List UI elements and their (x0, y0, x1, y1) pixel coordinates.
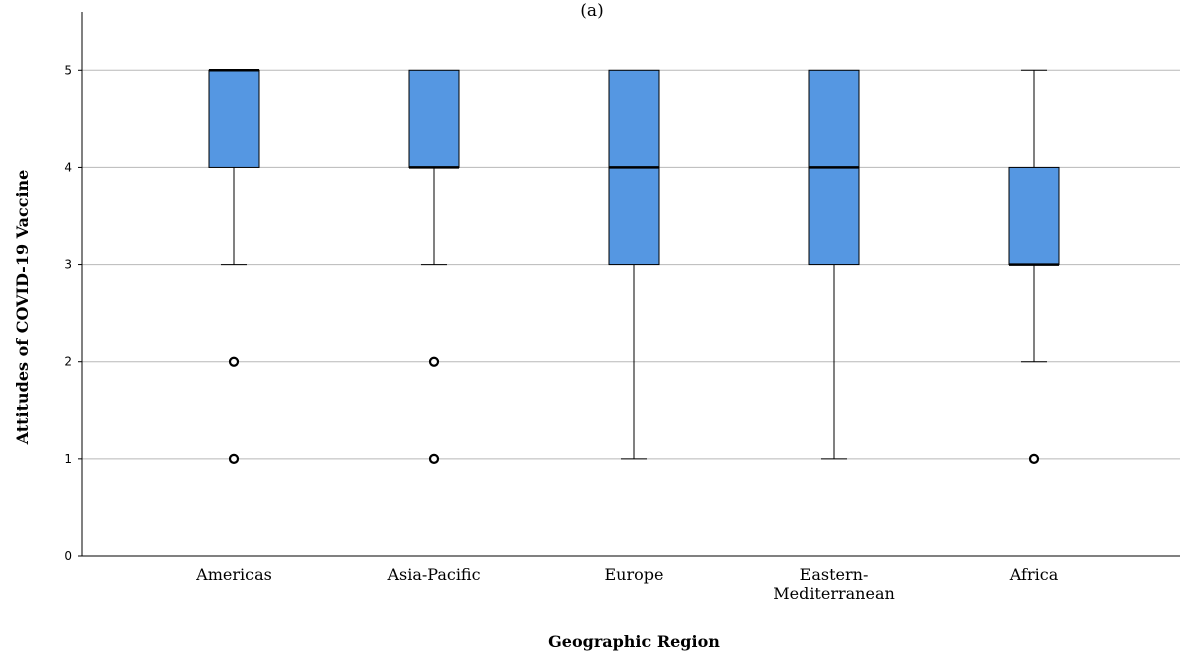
box-group (1008, 69, 1060, 464)
y-tick-label: 0 (64, 549, 72, 563)
outlier-point (228, 356, 240, 367)
box-group (808, 69, 860, 460)
box-group (408, 69, 460, 464)
outlier-point (1028, 453, 1040, 464)
x-category-label-line: Asia-Pacific (386, 565, 480, 584)
x-category-label: Eastern-Mediterranean (773, 565, 895, 603)
y-tick-label: 5 (64, 63, 72, 77)
x-category-label: Asia-Pacific (386, 565, 480, 584)
y-tick-label: 1 (64, 452, 72, 466)
x-axis-labels: Americas Asia-Pacific Europe Eastern-Medite… (195, 565, 1059, 603)
y-tick-label: 4 (64, 160, 72, 174)
outlier-point (228, 453, 240, 464)
y-tick-label: 2 (64, 355, 72, 369)
x-category-label-line: Africa (1009, 565, 1059, 584)
outlier-point (428, 356, 440, 367)
boxes (208, 69, 1060, 464)
x-category-label-line: Eastern- (800, 565, 869, 584)
outlier-point (428, 453, 440, 464)
x-category-label-line: Europe (605, 565, 664, 584)
y-axis-ticks: 0 1 2 3 4 5 (64, 63, 82, 563)
x-category-label-line: Mediterranean (773, 584, 895, 603)
y-tick-label: 3 (64, 258, 72, 272)
iqr-box (1008, 166, 1060, 266)
iqr-box (208, 69, 260, 168)
box-group (608, 69, 660, 460)
panel-label: (a) (580, 1, 603, 21)
iqr-box (408, 69, 460, 168)
axes (81, 12, 1180, 557)
x-category-label-line: Americas (195, 565, 272, 584)
box-group (208, 69, 260, 464)
x-category-label: Africa (1009, 565, 1059, 584)
x-category-label: Americas (195, 565, 272, 584)
x-axis-title: Geographic Region (548, 632, 720, 651)
x-category-label: Europe (605, 565, 664, 584)
y-axis-title: Attitudes of COVID-19 Vaccine (13, 170, 32, 446)
